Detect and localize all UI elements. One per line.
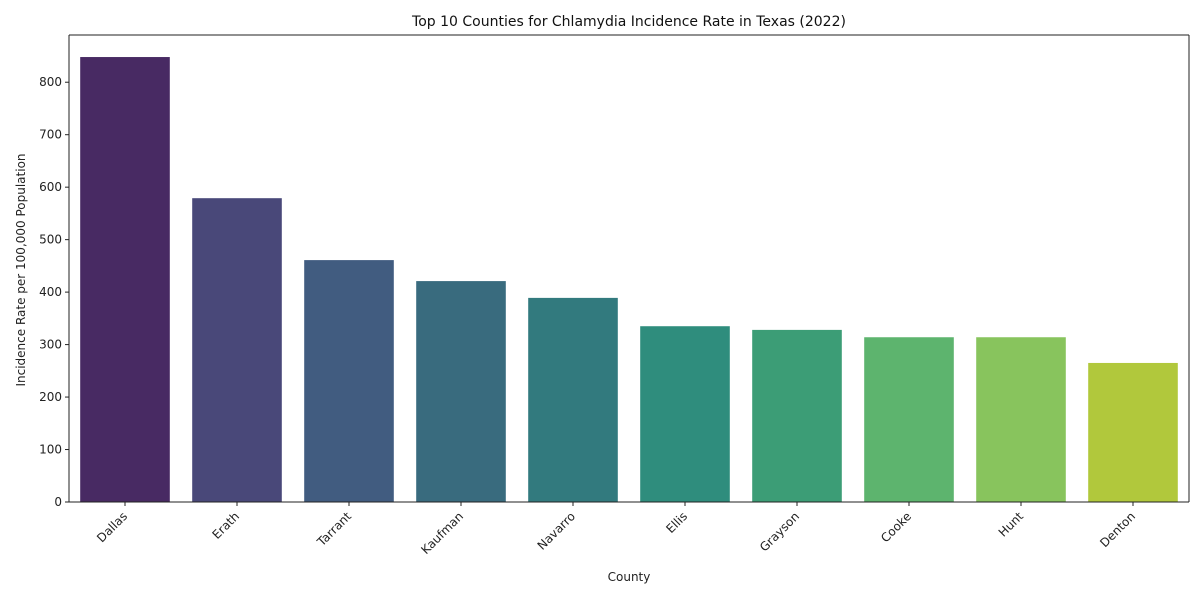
x-tick-label: Ellis: [663, 509, 690, 536]
x-axis-label: County: [608, 570, 651, 584]
x-axis: Dallas Erath Tarrant Kaufman Navarro Ellis Gra…: [94, 502, 1138, 557]
chart-title: Top 10 Counties for Chlamydia Incidence …: [411, 14, 846, 30]
bar-dallas: [80, 57, 170, 502]
y-axis: 0 100 200 300 400 500 600 700 800: [39, 75, 69, 509]
y-tick-label: 700: [39, 128, 62, 142]
x-tick-label: Cooke: [878, 509, 914, 545]
x-tick-label: Dallas: [94, 509, 130, 545]
bar-tarrant: [304, 260, 394, 502]
bar-denton: [1088, 362, 1178, 502]
x-tick-label: Grayson: [757, 509, 802, 554]
bar-cooke: [864, 337, 954, 502]
bar-erath: [192, 198, 282, 503]
y-tick-label: 500: [39, 233, 62, 247]
x-tick-label: Navarro: [535, 509, 579, 553]
bar-hunt: [976, 337, 1066, 502]
bar-grayson: [752, 329, 842, 502]
y-tick-label: 200: [39, 390, 62, 404]
x-tick-label: Tarrant: [314, 509, 355, 550]
bars-group: [80, 57, 1178, 503]
x-tick-label: Erath: [209, 509, 242, 542]
bar-navarro: [528, 297, 618, 502]
y-tick-label: 300: [39, 338, 62, 352]
x-tick-label: Hunt: [996, 509, 1027, 540]
y-tick-label: 400: [39, 285, 62, 299]
y-tick-label: 600: [39, 180, 62, 194]
y-tick-label: 800: [39, 75, 62, 89]
x-tick-label: Denton: [1097, 509, 1138, 550]
y-tick-label: 0: [54, 495, 62, 509]
y-tick-label: 100: [39, 443, 62, 457]
x-tick-label: Kaufman: [418, 509, 466, 557]
bar-kaufman: [416, 281, 506, 502]
y-axis-label: Incidence Rate per 100,000 Population: [14, 153, 28, 386]
bar-ellis: [640, 326, 730, 502]
